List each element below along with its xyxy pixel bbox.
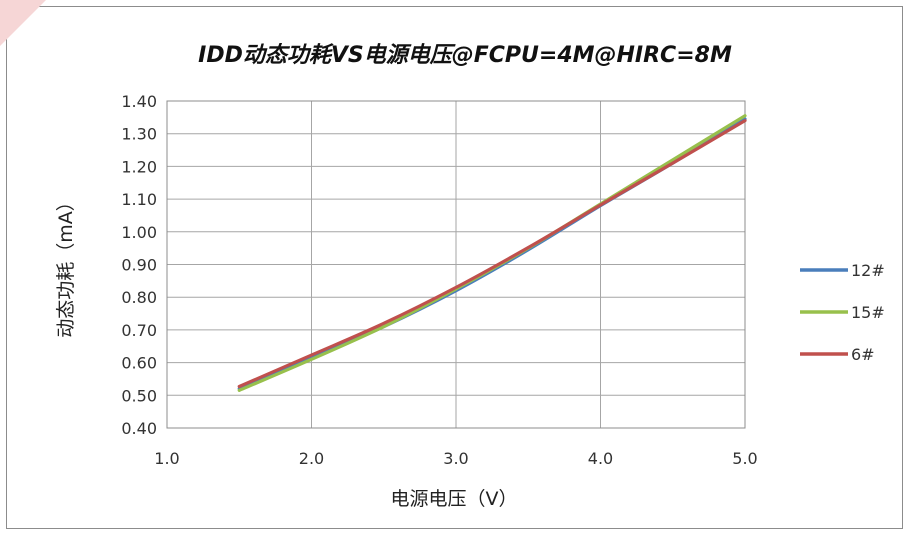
x-tick-label: 5.0 [732,449,757,468]
x-tick-label: 3.0 [443,449,468,468]
chart-frame [6,6,903,529]
y-tick-label: 1.20 [121,157,157,176]
y-tick-label: 1.10 [121,190,157,209]
y-axis-label: 动态功耗（mA） [55,192,77,338]
y-axis-ticks: 0.40 0.50 0.60 0.70 0.80 0.90 1.00 1.10 1.20 1.30… [121,92,157,438]
y-tick-label: 0.70 [121,321,157,340]
y-tick-label: 1.00 [121,223,157,242]
y-tick-label: 1.30 [121,125,157,144]
corner-decoration [0,0,46,46]
x-tick-label: 4.0 [588,449,613,468]
y-tick-label: 0.90 [121,256,157,275]
chart-title: IDD动态功耗VS电源电压@FCPU=4M@HIRC=8M [198,43,732,68]
x-tick-label: 1.0 [154,449,179,468]
legend-label: 6# [851,345,875,364]
x-axis-ticks: 1.0 2.0 3.0 4.0 5.0 [154,449,757,468]
plot-border [166,100,746,429]
x-tick-label: 2.0 [299,449,324,468]
legend-label: 15# [851,303,885,322]
series-line-15 [237,114,747,392]
series-line-12 [237,117,747,391]
y-tick-label: 1.40 [121,92,157,111]
y-tick-label: 0.60 [121,354,157,373]
plot-area [166,100,746,429]
series-lines [237,114,747,392]
legend-label: 12# [851,261,885,280]
legend: 12# 15# 6# [800,261,885,364]
y-tick-label: 0.50 [121,386,157,405]
y-tick-label: 0.80 [121,288,157,307]
y-tick-label: 0.40 [121,419,157,438]
series-line-6 [237,119,747,389]
x-axis-label: 电源电压（V） [391,488,518,510]
